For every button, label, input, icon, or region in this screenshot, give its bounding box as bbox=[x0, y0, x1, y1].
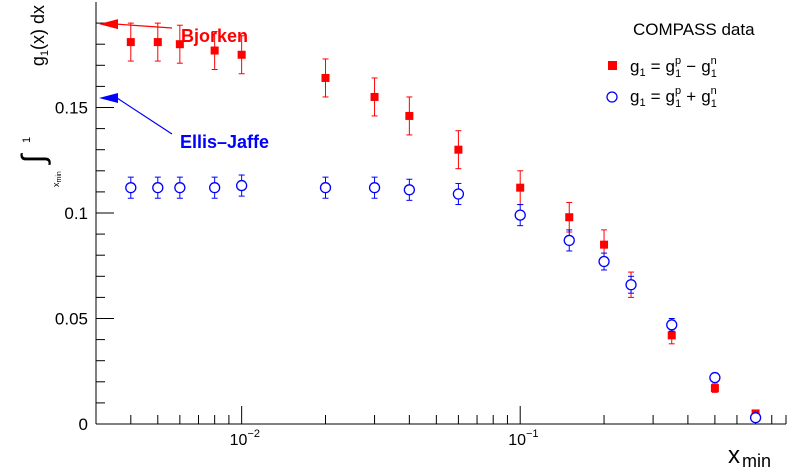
data-point bbox=[709, 371, 721, 384]
x-tick-label: 10−2 bbox=[230, 428, 260, 449]
data-point bbox=[321, 73, 330, 82]
y-tick-label: 0.05 bbox=[55, 310, 88, 329]
xlabel-sub: min bbox=[742, 451, 771, 471]
series-difference bbox=[126, 22, 760, 418]
legend-title: COMPASS data bbox=[633, 20, 755, 39]
data-point bbox=[565, 213, 574, 222]
data-point bbox=[126, 38, 135, 47]
annotation-arrow-line bbox=[116, 97, 173, 135]
data-point bbox=[237, 50, 246, 59]
data-point bbox=[174, 182, 186, 194]
legend-entry-difference: g1 = gp 1− gn 1 bbox=[630, 55, 717, 80]
legend: COMPASS data g1 = gp 1− gn 1 g1 = gp 1 + gn 1 bbox=[606, 20, 755, 110]
data-point bbox=[403, 184, 416, 196]
data-point bbox=[370, 92, 379, 101]
x-axis-title: x min bbox=[728, 442, 771, 471]
integral-sign-icon: ∫ bbox=[15, 152, 51, 165]
annotation-arrow-head-icon bbox=[99, 19, 118, 30]
data-point bbox=[710, 384, 719, 393]
svg-text:xmin: xmin bbox=[51, 171, 63, 187]
series-sum bbox=[125, 174, 762, 424]
data-point bbox=[235, 179, 248, 192]
data-point bbox=[368, 182, 381, 194]
annotation-arrow-line bbox=[116, 23, 173, 29]
data-point bbox=[210, 46, 219, 55]
data-point bbox=[209, 182, 221, 194]
y-tick-label: 0.1 bbox=[64, 204, 88, 223]
ylabel-integrand: g bbox=[28, 56, 48, 66]
data-point bbox=[600, 240, 609, 249]
x-tick-label: 10−1 bbox=[508, 428, 538, 449]
x-ticks: 10−2 10−1 bbox=[95, 406, 787, 449]
plot-frame bbox=[95, 2, 786, 425]
ylabel-lower-limit-sub: min bbox=[56, 171, 63, 182]
data-point bbox=[666, 319, 678, 331]
ylabel-lower-limit: x bbox=[51, 182, 61, 187]
data-point bbox=[667, 331, 676, 340]
data-point bbox=[598, 255, 610, 268]
data-point bbox=[153, 38, 162, 47]
data-point bbox=[152, 182, 164, 194]
ylabel-upper-limit: 1 bbox=[21, 137, 33, 143]
annotation-label: Ellis–Jaffe bbox=[180, 132, 269, 152]
data-point bbox=[516, 183, 525, 192]
data-point bbox=[405, 111, 414, 120]
y-tick-label: 0 bbox=[79, 415, 88, 434]
data-series bbox=[125, 22, 762, 424]
svg-text:g1(x) dx: g1(x) dx bbox=[28, 5, 51, 66]
y-ticks: 0 0.05 0.1 0.15 bbox=[55, 22, 114, 434]
data-point bbox=[454, 145, 463, 154]
legend-marker-circle bbox=[606, 91, 618, 103]
legend-marker-square bbox=[608, 61, 617, 70]
data-point bbox=[563, 234, 575, 247]
annotation-arrow-head-icon bbox=[99, 93, 118, 104]
data-point bbox=[175, 40, 184, 49]
data-point bbox=[625, 279, 637, 291]
data-point bbox=[452, 188, 465, 200]
y-axis-title: g1(x) dx ∫ 1 xmin bbox=[15, 5, 63, 187]
data-point bbox=[125, 182, 137, 194]
y-tick-label: 0.15 bbox=[55, 99, 88, 118]
data-point bbox=[319, 182, 332, 194]
ylabel-integrand-rest: (x) dx bbox=[28, 5, 48, 50]
ylabel-integrand-sub: 1 bbox=[39, 50, 51, 56]
data-point bbox=[749, 412, 762, 424]
xlabel-main: x bbox=[728, 442, 740, 469]
data-point bbox=[514, 209, 526, 221]
legend-entry-sum: g1 = gp 1 + gn 1 bbox=[630, 85, 717, 110]
